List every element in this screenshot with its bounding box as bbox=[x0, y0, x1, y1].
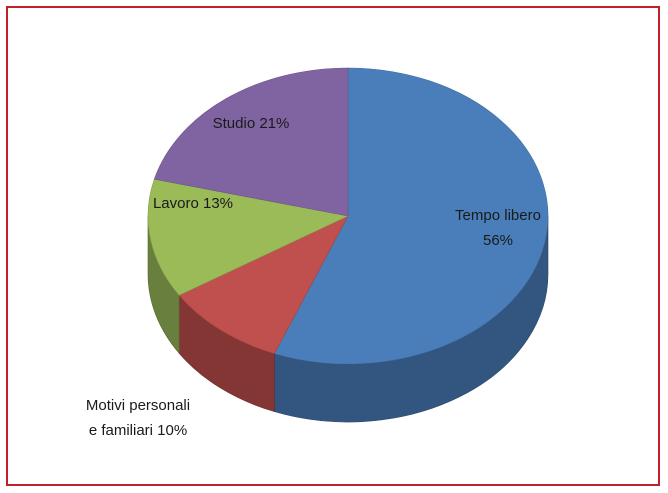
data-label-line: e familiari 10% bbox=[89, 422, 187, 439]
data-label-line: 56% bbox=[483, 232, 513, 249]
pie-chart: Tempo libero 56% Motivi personali e familia… bbox=[86, 67, 549, 439]
data-label-studio: Studio 21% bbox=[213, 115, 290, 132]
data-label-motivi-personali-e-familiari: Motivi personali e familiari 10% bbox=[86, 397, 190, 439]
pie-labels: Tempo libero 56% Motivi personali e familia… bbox=[86, 115, 541, 439]
pie-slice-lavoro bbox=[147, 178, 349, 296]
data-label-line: Lavoro 13% bbox=[153, 195, 233, 212]
data-label-line: Studio 21% bbox=[213, 115, 290, 132]
data-label-line: Tempo libero bbox=[455, 207, 541, 224]
pie-sides bbox=[147, 215, 549, 423]
data-label-lavoro: Lavoro 13% bbox=[153, 195, 233, 212]
pie-tops bbox=[147, 67, 549, 365]
data-label-line: Motivi personali bbox=[86, 397, 190, 414]
pie-slice-studio bbox=[153, 67, 349, 217]
pie-slice-tempo-libero bbox=[273, 67, 549, 365]
pie-slice-motivi-personali-e-familiari bbox=[178, 215, 349, 354]
data-label-tempo-libero: Tempo libero 56% bbox=[455, 207, 541, 249]
chart-frame: Tempo libero 56% Motivi personali e familia… bbox=[6, 6, 660, 486]
